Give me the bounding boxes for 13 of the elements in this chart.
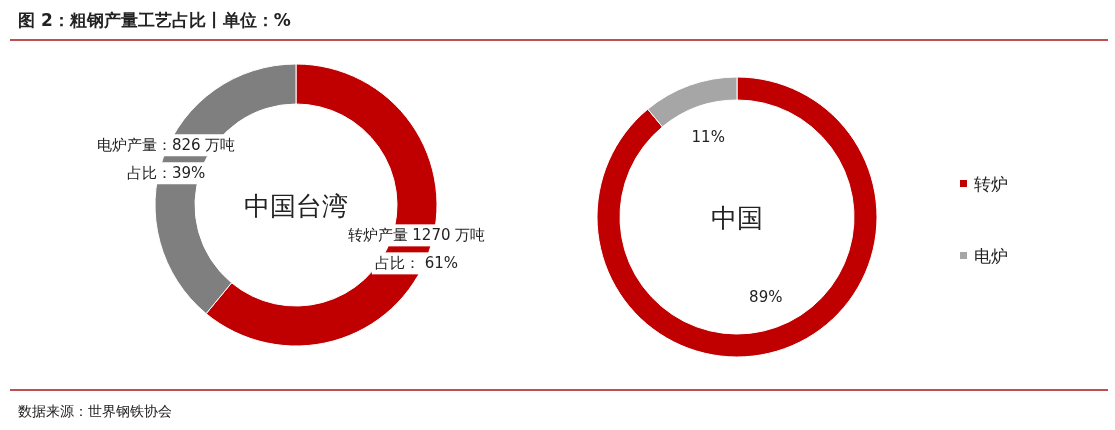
text: 电炉产量：826 万吨 xyxy=(96,136,236,155)
data-label: 占比：39% xyxy=(126,164,206,183)
text: 中国台湾 xyxy=(244,191,348,221)
legend-label: 转炉 xyxy=(974,174,1008,194)
text: 中国 xyxy=(711,203,763,233)
data-label: 11% xyxy=(691,128,725,147)
donut-slice xyxy=(596,76,878,358)
legend-label: 电炉 xyxy=(974,246,1008,266)
data-label: 占比： 61% xyxy=(374,254,458,273)
text: 转炉产量 1270 万吨 xyxy=(347,226,486,245)
chart-title: 图 2：粗钢产量工艺占比丨单位：% xyxy=(18,10,291,30)
source-note: 数据来源：世界钢铁协会 xyxy=(18,403,172,419)
data-label: 89% xyxy=(749,287,783,306)
